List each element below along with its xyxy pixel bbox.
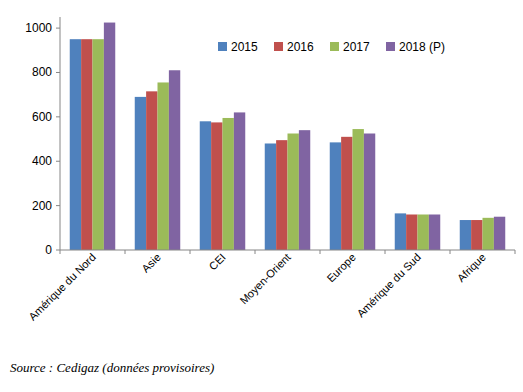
x-tick: [320, 250, 321, 254]
y-tick: [56, 72, 60, 73]
bar: [81, 39, 92, 250]
y-tick-label: 200: [32, 199, 52, 213]
source-note: Source : Cedigaz (données provisoires): [10, 360, 214, 375]
y-tick: [56, 205, 60, 206]
x-axis: [60, 250, 515, 251]
bar: [234, 112, 245, 250]
bar: [276, 140, 287, 250]
x-tick-label: Amérique du Nord: [26, 251, 98, 323]
chart: 0 200 400 600 800 1000 Amérique du Nord Asie CEI…: [0, 0, 523, 392]
y-tick-label: 400: [32, 154, 52, 168]
y-tick: [56, 161, 60, 162]
bar: [395, 213, 406, 250]
x-tick: [450, 250, 451, 254]
bars: [70, 23, 506, 250]
bar: [494, 217, 505, 250]
x-tick-label: Moyen-Orient: [237, 251, 293, 307]
bar: [135, 97, 146, 250]
y-tick-label: 0: [45, 243, 52, 257]
x-tick-label: Europe: [324, 251, 358, 285]
legend-label: 2018 (P): [399, 40, 445, 54]
x-tick-label: CEI: [206, 251, 227, 272]
bar: [364, 134, 375, 251]
legend-swatch: [274, 42, 283, 51]
bar: [104, 23, 115, 250]
bar: [483, 218, 494, 250]
bar: [70, 39, 81, 250]
y-tick: [56, 116, 60, 117]
y-axis: [60, 17, 61, 250]
legend-label: 2017: [343, 40, 370, 54]
x-tick-label: Amérique du Sud: [354, 251, 423, 320]
bar: [353, 129, 364, 250]
bar: [211, 122, 222, 250]
legend: 2015 2016 2017 2018 (P): [218, 40, 445, 54]
y-tick-label: 600: [32, 110, 52, 124]
bar: [429, 214, 440, 250]
x-tick: [385, 250, 386, 254]
legend-swatch: [218, 42, 227, 51]
x-tick: [190, 250, 191, 254]
bar: [158, 82, 169, 250]
x-tick-label: Asie: [139, 251, 163, 275]
bar: [200, 121, 211, 250]
legend-swatch: [330, 42, 339, 51]
x-tick: [255, 250, 256, 254]
bar: [460, 220, 471, 250]
bar: [299, 130, 310, 250]
bar: [471, 220, 482, 250]
x-tick-label: Afrique: [455, 251, 488, 284]
bar: [146, 91, 157, 250]
y-tick-label: 1000: [25, 21, 52, 35]
x-tick: [125, 250, 126, 254]
legend-swatch: [386, 42, 395, 51]
x-tick: [60, 250, 61, 254]
bar: [418, 214, 429, 250]
bar: [169, 70, 180, 250]
y-tick-label: 800: [32, 65, 52, 79]
legend-label: 2015: [231, 40, 258, 54]
x-tick: [515, 250, 516, 254]
bar: [406, 214, 417, 250]
bar: [341, 137, 352, 250]
bar: [288, 134, 299, 251]
bar: [223, 118, 234, 250]
legend-label: 2016: [287, 40, 314, 54]
bar: [265, 143, 276, 250]
bar: [330, 142, 341, 250]
bar: [93, 39, 104, 250]
y-tick: [56, 28, 60, 29]
y-tick: [56, 250, 60, 251]
